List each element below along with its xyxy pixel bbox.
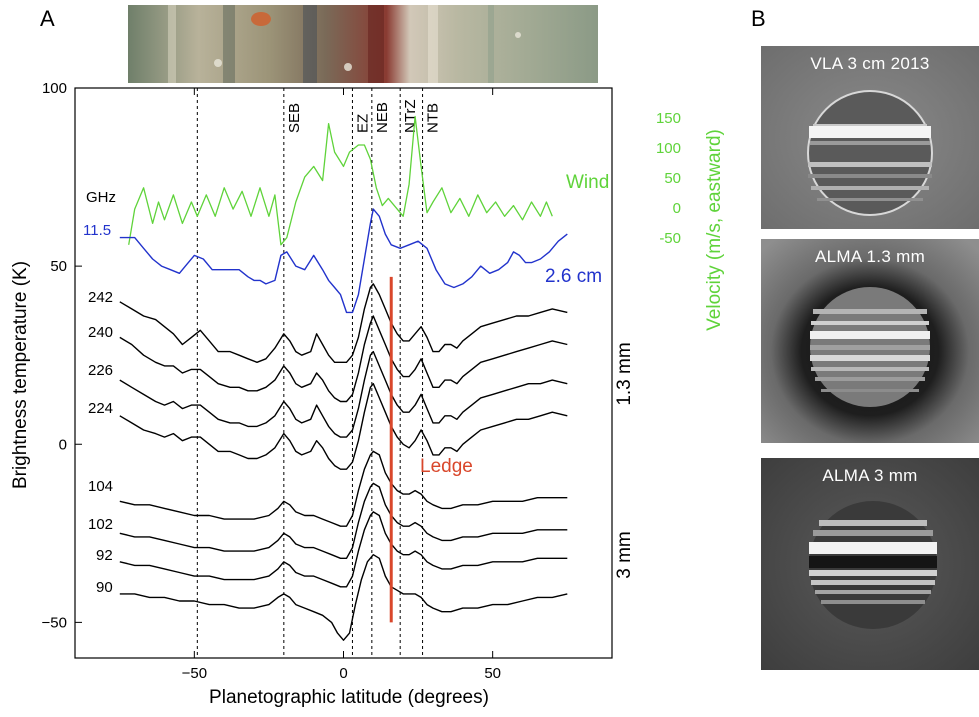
x-tick-label--50: −50 bbox=[182, 665, 207, 682]
y-tick-label--50: −50 bbox=[42, 614, 67, 631]
y2-tick-label-0: 0 bbox=[673, 200, 681, 217]
series-line-240 bbox=[119, 315, 568, 403]
plot-frame bbox=[74, 87, 613, 659]
curve-label-240: 240 bbox=[88, 324, 113, 341]
series-line-242 bbox=[119, 283, 568, 363]
panel-a-letter: A bbox=[40, 6, 55, 31]
panel-b-alma-3mm-title: ALMA 3 mm bbox=[822, 466, 918, 485]
panel-b-alma-3mm-image: ALMA 3 mm bbox=[761, 458, 979, 670]
x-axis-label: Planetographic latitude (degrees) bbox=[209, 687, 489, 708]
curve-label-242: 242 bbox=[88, 289, 113, 306]
wavelength-2-6cm-label: 2.6 cm bbox=[545, 266, 602, 287]
belt-label-neb: NEB bbox=[374, 102, 391, 133]
series-line-wind bbox=[128, 115, 553, 246]
belt-label-ntb: NTB bbox=[425, 103, 442, 133]
panel-b-alma-1-3mm-title: ALMA 1.3 mm bbox=[814, 247, 926, 266]
series-line-90 bbox=[119, 554, 568, 641]
y2-tick-label-50: 50 bbox=[664, 170, 681, 187]
series-line-92 bbox=[119, 511, 568, 588]
series-line-102 bbox=[119, 482, 568, 559]
x-tick-label-0: 0 bbox=[339, 665, 347, 682]
jupiter-map-strip bbox=[128, 5, 598, 83]
y-tick-label-100: 100 bbox=[42, 80, 67, 97]
group-label-1-3mm: 1.3 mm bbox=[614, 342, 635, 405]
y-axis-label: Brightness temperature (K) bbox=[10, 261, 31, 489]
group-label-3mm: 3 mm bbox=[614, 531, 635, 579]
y2-tick-label--50: -50 bbox=[659, 230, 681, 247]
series-line-224 bbox=[119, 383, 568, 470]
ghz-header: GHz bbox=[86, 189, 116, 206]
series-line-104 bbox=[119, 450, 568, 527]
brightness-temperature-chart: SEB EZ NEB NTrZ NTB −50 0 50−50050100150100500… bbox=[10, 80, 725, 708]
series-11-5-label: 11.5 bbox=[83, 222, 111, 239]
belt-label-seb: SEB bbox=[286, 103, 303, 133]
series-line-11-5 bbox=[119, 208, 568, 314]
curve-label-226: 226 bbox=[88, 362, 113, 379]
y2-axis-label: Velocity (m/s, eastward) bbox=[704, 129, 725, 331]
belt-label-ez: EZ bbox=[354, 114, 371, 133]
ledge-label: Ledge bbox=[420, 456, 473, 477]
curve-label-104: 104 bbox=[88, 478, 113, 495]
y-tick-label-0: 0 bbox=[59, 436, 67, 453]
panel-b-vla-title: VLA 3 cm 2013 bbox=[810, 54, 930, 73]
wind-label: Wind bbox=[566, 172, 609, 193]
x-tick-label-50: 50 bbox=[484, 665, 501, 682]
curve-label-102: 102 bbox=[88, 516, 113, 533]
panel-b-letter: B bbox=[751, 6, 766, 31]
curve-label-90: 90 bbox=[96, 579, 113, 596]
curve-label-92: 92 bbox=[96, 547, 113, 564]
y2-tick-label-100: 100 bbox=[656, 140, 681, 157]
series-line-226 bbox=[119, 350, 568, 438]
panel-b-vla-image: VLA 3 cm 2013 bbox=[761, 46, 979, 229]
curve-label-224: 224 bbox=[88, 400, 113, 417]
y-tick-label-50: 50 bbox=[50, 258, 67, 275]
y2-tick-label-150: 150 bbox=[656, 110, 681, 127]
panel-b-alma-1-3mm-image: ALMA 1.3 mm bbox=[761, 239, 979, 443]
